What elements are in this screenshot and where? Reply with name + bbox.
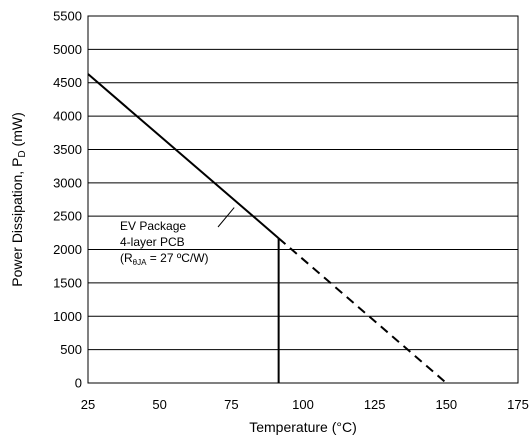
x-axis-label: Temperature (°C) — [249, 419, 357, 435]
y-tick-0: 0 — [75, 376, 82, 391]
series-lines — [87, 73, 447, 384]
x-tick-50: 50 — [152, 397, 166, 412]
y-axis-label-subscript: D — [17, 150, 28, 157]
annotation-pointer-line — [217, 207, 235, 228]
y-axis-label: Power Dissipation, PD (mW) — [9, 112, 28, 287]
y-tick-2000: 2000 — [53, 242, 82, 257]
annotation-r-value: = 27 ºC/W) — [146, 251, 208, 265]
annotation-line-1: EV Package — [120, 219, 186, 233]
y-tick-2500: 2500 — [53, 209, 82, 224]
y-tick-1500: 1500 — [53, 275, 82, 290]
y-tick-1000: 1000 — [53, 309, 82, 324]
x-tick-75: 75 — [224, 397, 238, 412]
grid-lines — [88, 48, 518, 351]
annotation-line-2: 4-layer PCB — [120, 235, 185, 249]
plot-frame — [87, 15, 519, 384]
y-tick-labels: 0 500 1000 1500 2000 2500 3000 3500 4000 4500 5000… — [53, 9, 82, 391]
y-axis-label-main: Power Dissipation, P — [9, 158, 25, 287]
annotation-r-subscript: θJA — [133, 258, 147, 267]
y-tick-3000: 3000 — [53, 175, 82, 190]
y-tick-500: 500 — [60, 342, 82, 357]
y-tick-5500: 5500 — [53, 9, 82, 24]
y-tick-3500: 3500 — [53, 142, 82, 157]
series-solid-line — [87, 73, 280, 239]
y-axis-label-unit: (mW) — [9, 112, 25, 150]
annotation-r-symbol: (R — [120, 251, 133, 265]
annotation-line-3: (RθJA = 27 ºC/W) — [120, 251, 209, 267]
y-tick-4500: 4500 — [53, 75, 82, 90]
y-tick-5000: 5000 — [53, 42, 82, 57]
x-tick-125: 125 — [364, 397, 386, 412]
series-dashed-line — [277, 237, 447, 384]
y-tick-4000: 4000 — [53, 109, 82, 124]
x-tick-labels: 25 50 75 100 125 150 175 — [81, 397, 529, 412]
package-annotation: EV Package 4-layer PCB (RθJA = 27 ºC/W) — [120, 207, 235, 267]
x-tick-100: 100 — [292, 397, 314, 412]
x-tick-25: 25 — [81, 397, 95, 412]
x-tick-175: 175 — [507, 397, 529, 412]
x-tick-150: 150 — [435, 397, 457, 412]
